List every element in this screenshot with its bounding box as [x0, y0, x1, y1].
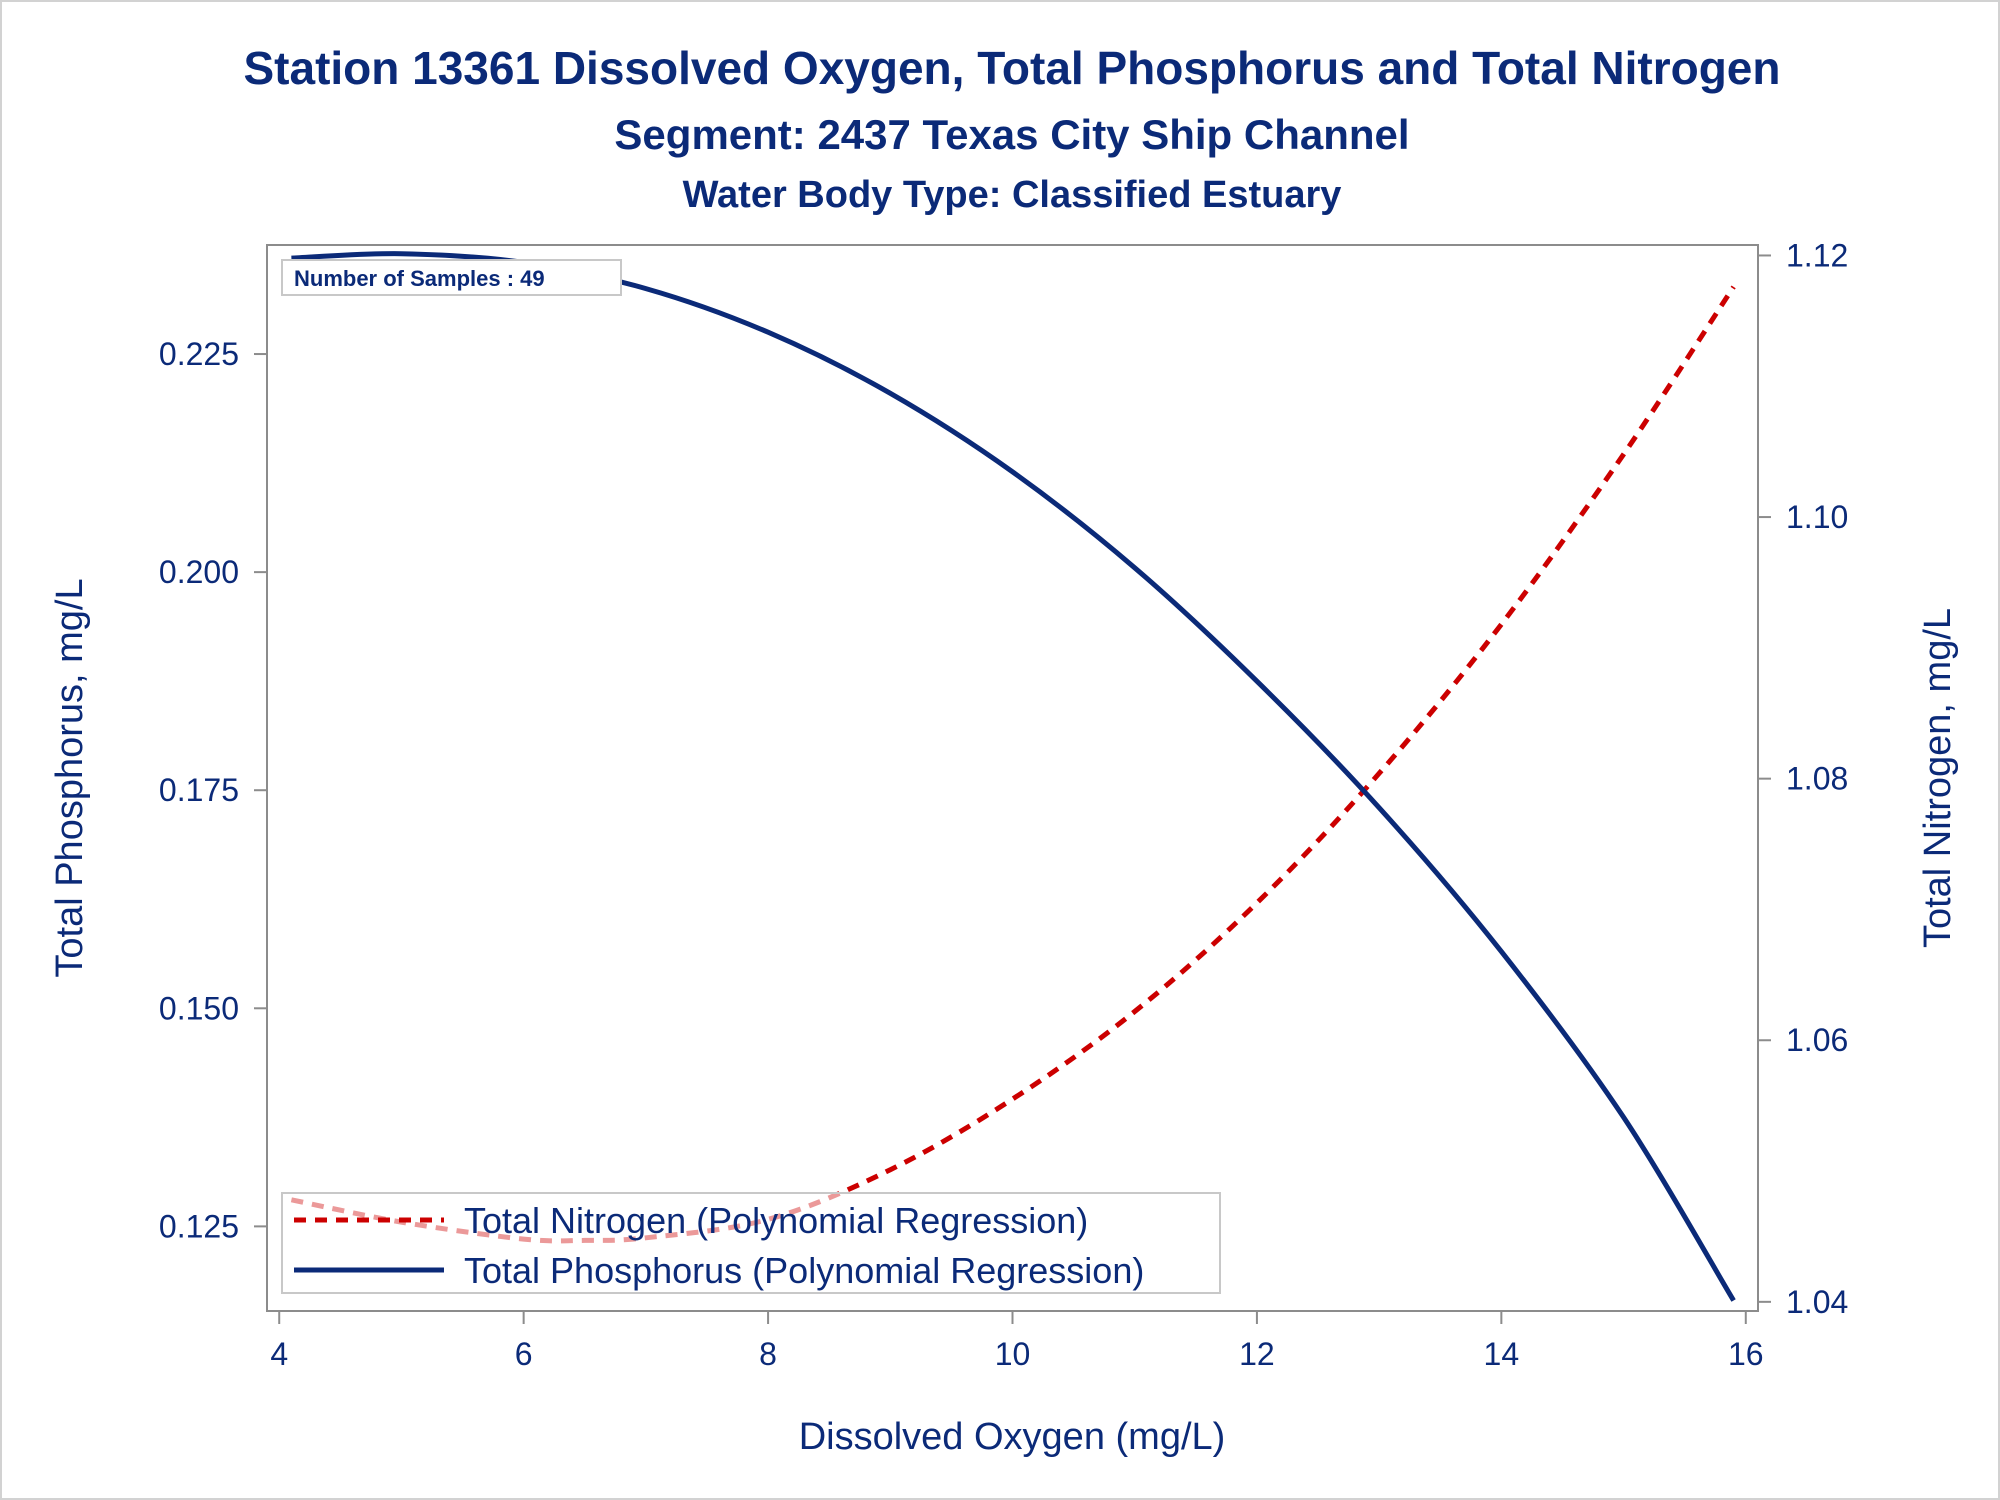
y2-tick-label: 1.04 — [1786, 1284, 1848, 1320]
y-axis-left: 0.125 0.150 0.175 0.200 0.225 — [159, 336, 267, 1244]
x-axis: 4 6 8 10 12 14 16 — [270, 1311, 1764, 1372]
series-line-phosphorus — [291, 251, 1736, 1302]
legend — [281, 1192, 1221, 1294]
x-tick-label: 16 — [1728, 1336, 1764, 1372]
legend-label-phosphorus: Total Phosphorus (Polynomial Regression) — [464, 1250, 1144, 1291]
chart-subtitle-2: Water Body Type: Classified Estuary — [683, 174, 1342, 216]
y2-tick-label: 1.10 — [1786, 499, 1848, 535]
y-tick-label: 0.150 — [159, 990, 239, 1026]
chart-subtitle: Segment: 2437 Texas City Ship Channel — [614, 111, 1409, 158]
sample-count-box — [281, 259, 622, 296]
y2-tick-label: 1.06 — [1786, 1022, 1848, 1058]
y-axis-label: Total Phosphorus, mg/L — [49, 578, 91, 977]
series-layer — [290, 251, 1736, 1302]
x-tick-label: 6 — [515, 1336, 533, 1372]
plot-area — [266, 244, 1759, 1312]
chart-title: Station 13361 Dissolved Oxygen, Total Ph… — [243, 42, 1780, 94]
y-tick-label: 0.175 — [159, 772, 239, 808]
x-tick-label: 10 — [995, 1336, 1031, 1372]
y-tick-label: 0.125 — [159, 1208, 239, 1244]
y2-tick-label: 1.12 — [1786, 237, 1848, 273]
sample-count-label: Number of Samples : 49 — [294, 266, 545, 291]
x-axis-label: Dissolved Oxygen (mg/L) — [799, 1416, 1226, 1458]
x-tick-label: 14 — [1484, 1336, 1520, 1372]
legend-label-nitrogen: Total Nitrogen (Polynomial Regression) — [464, 1200, 1088, 1241]
x-tick-label: 12 — [1239, 1336, 1275, 1372]
x-tick-label: 4 — [270, 1336, 288, 1372]
series-line-nitrogen — [290, 285, 1736, 1244]
y2-axis-label: Total Nitrogen, mg/L — [1917, 608, 1959, 948]
y-axis-right: 1.04 1.06 1.08 1.10 1.12 — [1758, 237, 1848, 1320]
y2-tick-label: 1.08 — [1786, 761, 1848, 797]
y-tick-label: 0.225 — [159, 336, 239, 372]
y-tick-label: 0.200 — [159, 554, 239, 590]
x-tick-label: 8 — [759, 1336, 777, 1372]
